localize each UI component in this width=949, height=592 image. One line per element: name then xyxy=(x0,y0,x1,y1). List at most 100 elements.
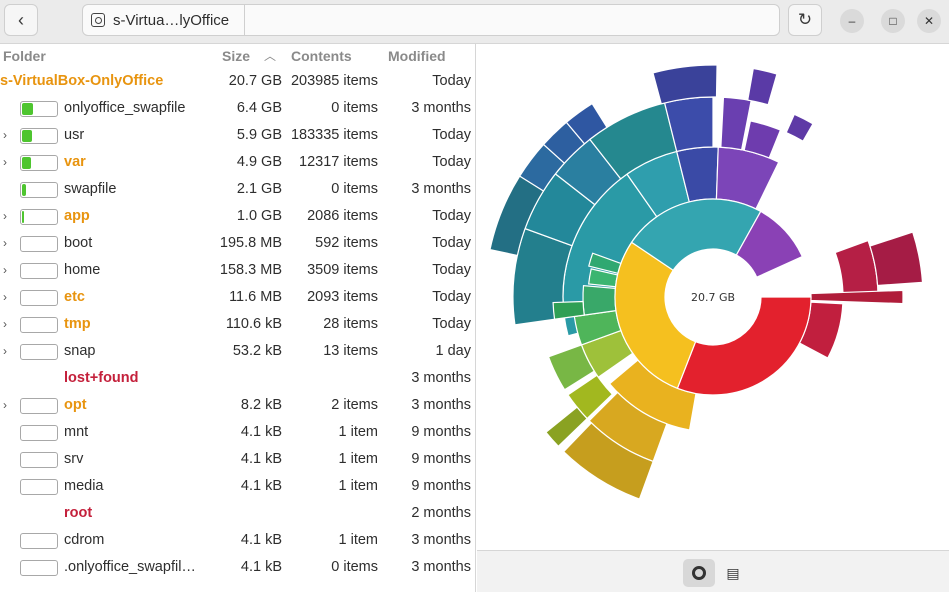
folder-contents: 12317 items xyxy=(299,154,378,170)
size-bar xyxy=(20,398,58,414)
size-bar xyxy=(20,479,58,495)
folder-modified: Today xyxy=(432,316,471,332)
expander-icon[interactable]: › xyxy=(3,317,7,331)
table-row[interactable]: srv 4.1 kB 1 item 9 months xyxy=(0,446,476,473)
close-button[interactable]: ✕ xyxy=(917,9,941,33)
ring-chart-toggle[interactable] xyxy=(683,559,715,587)
ring-outer-layers[interactable] xyxy=(489,64,924,500)
size-bar xyxy=(20,290,58,306)
column-header-modified[interactable]: Modified xyxy=(388,48,446,64)
table-row[interactable]: media 4.1 kB 1 item 9 months xyxy=(0,473,476,500)
ring-subsegment[interactable] xyxy=(652,64,718,105)
close-icon: ✕ xyxy=(923,14,935,28)
sort-ascending-icon: ︿ xyxy=(264,49,277,63)
folder-size: 158.3 MB xyxy=(219,262,282,278)
ring-segment[interactable] xyxy=(614,241,697,390)
ring-center[interactable] xyxy=(666,250,760,344)
table-row[interactable]: › opt 8.2 kB 2 items 3 months xyxy=(0,392,476,419)
ring-subsegment[interactable] xyxy=(582,285,617,316)
folder-name: boot xyxy=(64,235,93,251)
size-bar xyxy=(20,452,58,468)
folder-modified: Today xyxy=(432,262,471,278)
header-bar: ‹ s-Virtua…lyOffice ↻ – □ ✕ xyxy=(0,0,949,44)
table-row[interactable]: › home 158.3 MB 3509 items Today xyxy=(0,257,476,284)
table-row[interactable]: › usr 5.9 GB 183335 items Today xyxy=(0,122,476,149)
folder-name: srv xyxy=(64,451,84,467)
table-row[interactable]: › snap 53.2 kB 13 items 1 day xyxy=(0,338,476,365)
expander-icon[interactable]: › xyxy=(3,263,7,277)
folder-modified: 3 months xyxy=(411,559,471,575)
table-row[interactable]: mnt 4.1 kB 1 item 9 months xyxy=(0,419,476,446)
table-row[interactable]: root 2 months xyxy=(0,500,476,527)
ring-top-level[interactable] xyxy=(614,198,812,396)
path-bar[interactable]: s-Virtua…lyOffice xyxy=(82,4,780,36)
drive-icon xyxy=(91,13,105,27)
minimize-button[interactable]: – xyxy=(840,9,864,33)
folder-size: 195.8 MB xyxy=(219,235,282,251)
table-row[interactable]: › var 4.9 GB 12317 items Today xyxy=(0,149,476,176)
expander-icon[interactable]: › xyxy=(3,398,7,412)
folder-size: 4.1 kB xyxy=(240,478,282,494)
table-row[interactable]: lost+found 3 months xyxy=(0,365,476,392)
folder-name: cdrom xyxy=(64,532,105,548)
back-button[interactable]: ‹ xyxy=(4,4,38,36)
ring-subsegment[interactable] xyxy=(869,231,924,287)
folder-name: usr xyxy=(64,127,85,143)
size-bar xyxy=(20,344,58,360)
table-row[interactable]: onlyoffice_swapfile 6.4 GB 0 items 3 months xyxy=(0,95,476,122)
reload-icon: ↻ xyxy=(797,10,813,29)
ring-segment[interactable] xyxy=(735,210,804,279)
ring-segment[interactable] xyxy=(630,198,762,272)
expander-icon[interactable]: › xyxy=(3,236,7,250)
ring-subsegment[interactable] xyxy=(552,300,585,320)
expander-icon[interactable]: › xyxy=(3,155,7,169)
folder-name: opt xyxy=(64,397,87,413)
folder-tree[interactable]: Folder Size ︿ Contents Modified s-Virtua… xyxy=(0,44,476,592)
table-row[interactable]: › tmp 110.6 kB 28 items Today xyxy=(0,311,476,338)
size-bar-fill xyxy=(22,157,31,169)
table-row[interactable]: › app 1.0 GB 2086 items Today xyxy=(0,203,476,230)
table-row[interactable]: cdrom 4.1 kB 1 item 3 months xyxy=(0,527,476,554)
folder-name: app xyxy=(64,208,90,224)
folder-modified: 2 months xyxy=(411,505,471,521)
size-bar-fill xyxy=(22,211,24,223)
ring-subsegment[interactable] xyxy=(562,422,654,500)
table-row[interactable]: › boot 195.8 MB 592 items Today xyxy=(0,230,476,257)
column-header-folder[interactable]: Folder xyxy=(3,48,46,64)
table-row-root[interactable]: s-VirtualBox-OnlyOffice 20.7 GB 203985 i… xyxy=(0,68,476,95)
expander-icon[interactable]: › xyxy=(3,290,7,304)
table-row[interactable]: .onlyoffice_swapfil… 4.1 kB 0 items 3 month… xyxy=(0,554,476,581)
column-header-size[interactable]: Size xyxy=(222,48,251,64)
reload-button[interactable]: ↻ xyxy=(788,4,822,36)
ring-subsegment[interactable] xyxy=(785,113,814,142)
ring-segment[interactable] xyxy=(676,296,812,396)
folder-name: mnt xyxy=(64,424,89,440)
path-segment[interactable]: s-Virtua…lyOffice xyxy=(83,5,245,35)
expander-icon[interactable]: › xyxy=(3,128,7,142)
expander-icon[interactable]: › xyxy=(3,209,7,223)
folder-size: 4.9 GB xyxy=(236,154,282,170)
expander-icon[interactable]: › xyxy=(3,344,7,358)
table-row[interactable]: swapfile 2.1 GB 0 items 3 months xyxy=(0,176,476,203)
folder-modified: 9 months xyxy=(411,451,471,467)
size-bar xyxy=(20,263,58,279)
size-bar xyxy=(20,317,58,333)
ring-chart[interactable]: 20.7 GB xyxy=(477,44,949,550)
folder-size: 4.1 kB xyxy=(240,532,282,548)
maximize-button[interactable]: □ xyxy=(881,9,905,33)
ring-subsegment[interactable] xyxy=(810,289,904,305)
treemap-toggle[interactable]: ▤ xyxy=(717,559,749,587)
ring-chart-pane[interactable]: 20.7 GB xyxy=(477,44,949,550)
folder-modified: 9 months xyxy=(411,478,471,494)
ring-subsegment[interactable] xyxy=(747,67,778,106)
folder-size: 53.2 kB xyxy=(232,343,282,359)
table-row[interactable]: › etc 11.6 MB 2093 items Today xyxy=(0,284,476,311)
column-header-contents[interactable]: Contents xyxy=(291,48,352,64)
ring-subsegment[interactable] xyxy=(743,120,782,159)
folder-modified: Today xyxy=(432,208,471,224)
ring-subsegment[interactable] xyxy=(720,96,752,151)
ring-subsegment[interactable] xyxy=(489,175,545,257)
ring-subsegment[interactable] xyxy=(545,406,588,448)
folder-name: etc xyxy=(64,289,85,305)
folder-name: home xyxy=(64,262,101,278)
